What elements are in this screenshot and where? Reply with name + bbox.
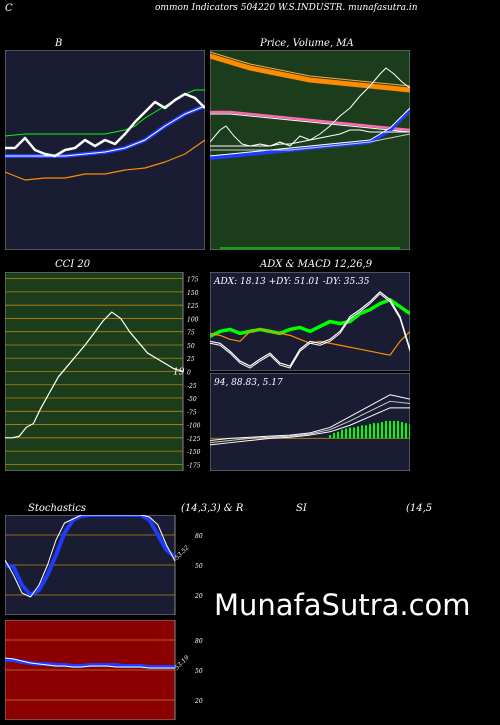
macd-histogram-bar (345, 428, 347, 439)
y-tick-label: -100 (187, 423, 201, 430)
macd-histogram-bar (405, 423, 407, 439)
macd-histogram-bar (409, 424, 410, 439)
watermark: MunafaSutra.com (214, 588, 471, 622)
series-line-5 (210, 107, 410, 157)
series-line-1 (210, 400, 410, 444)
series-line-0 (210, 394, 410, 442)
y-tick-label: 20 (194, 593, 203, 600)
y-tick-label: 0 (187, 370, 191, 377)
current-value-label: 53.52 (173, 544, 190, 561)
indicator-readout: 94, 88.83, 5.17 (214, 378, 283, 388)
series-line-0 (5, 311, 184, 439)
macd-histogram-bar (385, 420, 387, 439)
header-title: ommon Indicators 504220 W.S.INDUSTR. mun… (155, 3, 418, 13)
y-tick-label: 25 (186, 356, 195, 363)
y-tick-label: 50 (187, 343, 195, 350)
stoch-title-left: Stochastics (28, 503, 86, 514)
y-tick-label: -25 (187, 383, 197, 390)
series-line-4 (5, 139, 205, 181)
macd-histogram-bar (341, 429, 343, 439)
macd-histogram-bar (369, 424, 371, 439)
y-tick-label: 100 (187, 316, 199, 323)
header-letter: C (5, 3, 13, 14)
price-ma-panel (210, 50, 410, 250)
macd-histogram-bar (397, 420, 399, 439)
y-tick-label: 80 (195, 638, 203, 645)
macd-histogram-bar (337, 431, 339, 439)
series-line-7 (210, 133, 410, 151)
plot-bg (210, 373, 410, 471)
y-tick-label: 80 (195, 533, 203, 540)
rsi-title-right: (14,5 (406, 503, 433, 514)
stochastics-panel: 80 50 20 53.52 (5, 515, 203, 615)
indicator-readout: ADX: 18.13 +DY: 51.01 -DY: 35.35 (213, 277, 370, 287)
macd-histogram-bar (389, 420, 391, 439)
bollinger-title: B (55, 38, 63, 49)
macd-histogram-bar (365, 425, 367, 439)
rsi-panel: 80 50 20 53.19 (5, 620, 203, 720)
macd-histogram-bar (353, 427, 355, 439)
y-tick-label: 50 (195, 563, 203, 570)
series-line-0 (5, 515, 177, 597)
y-tick-label: -150 (187, 449, 201, 456)
rsi-title-left: SI (296, 503, 307, 514)
y-tick-label: 150 (187, 290, 199, 297)
macd-histogram-bar (333, 432, 335, 439)
y-tick-label: 75 (187, 330, 195, 337)
y-tick-label: 20 (194, 698, 203, 705)
y-tick-label: 175 (187, 277, 199, 284)
current-value-label: 53.19 (173, 654, 190, 671)
macd-histogram-bar (377, 423, 379, 439)
series-line-2 (5, 105, 205, 157)
stoch-title-right: (14,3,3) & R (181, 503, 244, 514)
y-tick-label: 50 (195, 668, 203, 675)
series-line-2 (210, 291, 410, 367)
macd-histogram-bar (349, 427, 351, 439)
y-tick-label: -75 (187, 409, 197, 416)
cci-title: CCI 20 (55, 259, 91, 270)
macd-histogram-bar (329, 435, 331, 439)
y-tick-label: -175 (187, 462, 201, 469)
macd-histogram-bar (361, 425, 363, 439)
macd-histogram-bar (357, 426, 359, 439)
macd-histogram-bar (381, 422, 383, 439)
y-tick-label: -50 (187, 396, 197, 403)
plot-bg (210, 272, 410, 371)
adx-title: ADX & MACD 12,26,9 (260, 259, 373, 270)
bollinger-panel (5, 50, 205, 250)
y-tick-label: -125 (187, 436, 201, 443)
series-line-2 (210, 110, 410, 132)
macd-histogram-bar (373, 423, 375, 439)
macd-histogram-bar (401, 422, 403, 439)
macd-histogram-bar (393, 420, 395, 439)
macd-panel: 94, 88.83, 5.17 (210, 373, 410, 471)
series-line-0 (210, 297, 410, 338)
series-line-3 (5, 92, 205, 158)
series-line-3 (210, 113, 410, 133)
cci-panel: 175 150 125 100 75 50 25 0 -25 -50 -75 -100 -125 -150… (5, 272, 201, 471)
series-line-3 (210, 293, 410, 369)
current-value-label: 19 (173, 368, 185, 378)
series-line-1 (5, 515, 176, 598)
adx-panel: ADX: 18.13 +DY: 51.01 -DY: 35.35 (210, 272, 410, 371)
series-line-8 (210, 67, 410, 147)
series-line-2 (210, 407, 410, 446)
y-tick-label: 125 (187, 303, 199, 310)
price-title: Price, Volume, MA (260, 38, 354, 49)
series-line-0 (210, 53, 410, 93)
series-line-1 (5, 657, 175, 669)
series-line-1 (210, 51, 410, 87)
